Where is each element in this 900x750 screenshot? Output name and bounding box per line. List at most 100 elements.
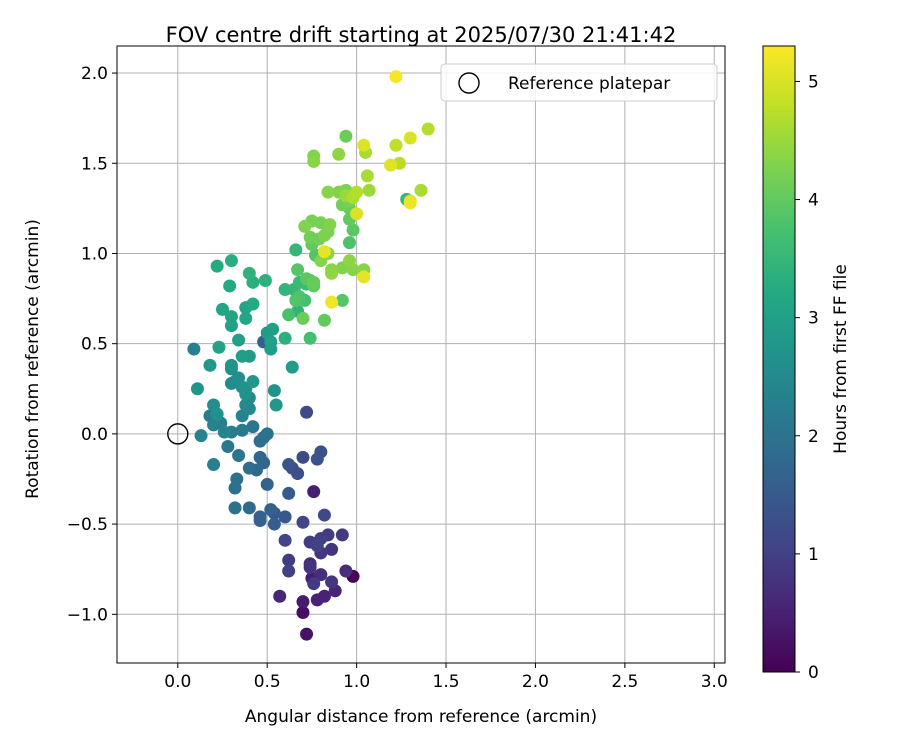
data-point bbox=[296, 515, 310, 529]
y-tick-label: 1.5 bbox=[81, 154, 108, 174]
x-axis-label: Angular distance from reference (arcmin) bbox=[245, 707, 597, 727]
data-point bbox=[310, 452, 324, 466]
legend-reference-marker bbox=[458, 72, 480, 94]
data-point bbox=[325, 295, 339, 309]
data-point bbox=[332, 147, 346, 161]
data-point bbox=[291, 467, 305, 481]
x-tick-label: 1.5 bbox=[433, 672, 460, 692]
colorbar-tick-label: 0 bbox=[808, 663, 819, 683]
data-point bbox=[403, 196, 417, 210]
data-point bbox=[253, 510, 267, 524]
data-point bbox=[190, 382, 204, 396]
data-point bbox=[296, 450, 310, 464]
colorbar-tick-label: 5 bbox=[808, 72, 819, 92]
data-point bbox=[242, 461, 256, 475]
colorbar-tick-label: 4 bbox=[808, 191, 819, 211]
data-point bbox=[253, 450, 267, 464]
data-point bbox=[246, 420, 260, 434]
data-point bbox=[264, 335, 278, 349]
x-tick-label: 3.0 bbox=[701, 672, 728, 692]
data-point bbox=[350, 207, 364, 221]
y-tick-label: −0.5 bbox=[67, 515, 108, 535]
data-point bbox=[232, 449, 246, 463]
data-point bbox=[282, 553, 296, 567]
data-point bbox=[291, 263, 305, 277]
data-point bbox=[223, 279, 237, 293]
data-point bbox=[232, 371, 246, 385]
data-point bbox=[323, 218, 337, 232]
data-point bbox=[246, 375, 260, 389]
data-point bbox=[273, 589, 287, 603]
data-point bbox=[187, 342, 201, 356]
data-point bbox=[303, 560, 317, 574]
data-point bbox=[314, 568, 328, 582]
x-tick-label: 0.0 bbox=[164, 672, 191, 692]
data-point bbox=[403, 131, 417, 145]
data-point bbox=[285, 360, 299, 374]
data-point bbox=[207, 418, 221, 432]
data-point bbox=[207, 458, 221, 472]
data-point bbox=[260, 427, 274, 441]
data-point bbox=[325, 542, 339, 556]
data-point bbox=[282, 486, 296, 500]
x-tick-label: 0.5 bbox=[254, 672, 281, 692]
data-point bbox=[384, 158, 398, 172]
data-point bbox=[278, 533, 292, 547]
data-point bbox=[210, 407, 224, 421]
data-point bbox=[282, 308, 296, 322]
y-tick-label: 0.5 bbox=[81, 335, 108, 355]
x-tick-label: 1.0 bbox=[343, 672, 370, 692]
data-point bbox=[296, 595, 310, 609]
data-point bbox=[325, 575, 339, 589]
y-tick-label: −1.0 bbox=[67, 605, 108, 625]
data-points bbox=[187, 70, 435, 641]
data-point bbox=[317, 245, 331, 259]
colorbar-tick-label: 1 bbox=[808, 545, 819, 565]
legend-box bbox=[440, 63, 718, 102]
data-point bbox=[278, 510, 292, 524]
data-point bbox=[212, 340, 226, 354]
y-tick-label: 0.0 bbox=[81, 425, 108, 445]
data-point bbox=[228, 501, 242, 515]
data-point bbox=[421, 122, 435, 136]
data-point bbox=[325, 266, 339, 280]
data-point bbox=[339, 129, 353, 143]
data-point bbox=[217, 425, 231, 439]
x-tick-label: 2.0 bbox=[522, 672, 549, 692]
data-point bbox=[278, 283, 292, 297]
data-point bbox=[342, 236, 356, 250]
data-point bbox=[266, 322, 280, 336]
data-point bbox=[300, 627, 314, 641]
data-point bbox=[346, 223, 360, 237]
data-point bbox=[221, 440, 235, 454]
data-point bbox=[317, 508, 331, 522]
data-point bbox=[362, 183, 376, 197]
colorbar-label: Hours from first FF file bbox=[831, 264, 851, 454]
data-point bbox=[224, 319, 238, 333]
y-axis-ticks: −1.0 −0.5 0.0 0.5 1.0 1.5 2.0 bbox=[67, 64, 117, 625]
data-point bbox=[210, 259, 224, 273]
colorbar-tick-label: 3 bbox=[808, 309, 819, 329]
legend-reference-label: Reference platepar bbox=[508, 74, 670, 94]
data-point bbox=[335, 293, 349, 307]
data-point bbox=[282, 564, 296, 578]
reference-platepar-marker bbox=[167, 423, 189, 445]
colorbar-tick-label: 2 bbox=[808, 427, 819, 447]
legend: Reference platepar bbox=[440, 63, 718, 102]
data-point bbox=[224, 254, 238, 268]
colorbar: 0 1 2 3 4 5 Hours from first FF file bbox=[762, 45, 851, 683]
data-point bbox=[414, 183, 428, 197]
data-point bbox=[269, 398, 283, 412]
data-point bbox=[203, 358, 217, 372]
data-point bbox=[317, 313, 331, 327]
data-point bbox=[267, 384, 281, 398]
data-point bbox=[239, 311, 253, 325]
data-point bbox=[278, 331, 292, 345]
data-point bbox=[228, 481, 242, 495]
y-tick-label: 2.0 bbox=[81, 64, 108, 84]
data-point bbox=[242, 501, 256, 515]
data-point bbox=[389, 138, 403, 152]
data-point bbox=[307, 485, 321, 499]
axes-frame bbox=[116, 45, 726, 664]
data-point bbox=[321, 185, 335, 199]
